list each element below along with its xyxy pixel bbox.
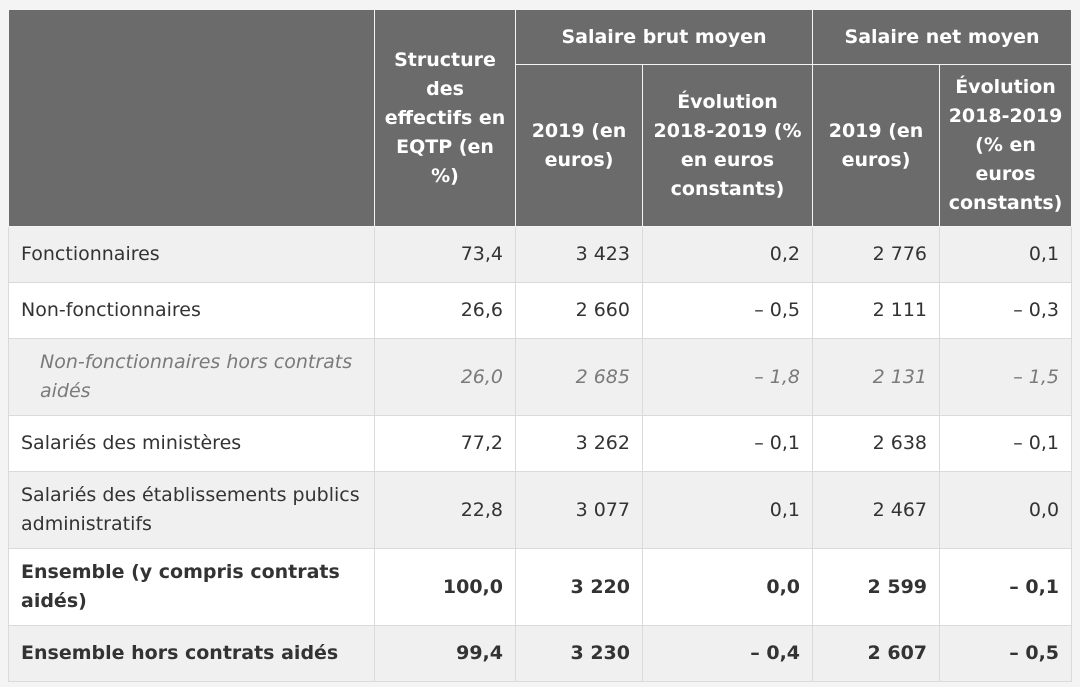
cell-brut-evolution: – 0,4 <box>641 625 814 682</box>
row-label: Fonctionnaires <box>8 226 375 283</box>
cell-brut-2019: 3 220 <box>515 548 643 626</box>
row-label: Ensemble (y compris contrats aidés) <box>8 548 375 626</box>
cell-brut-evolution: – 0,1 <box>641 415 814 472</box>
cell-structure: 22,8 <box>374 471 516 549</box>
cell-brut-evolution: 0,1 <box>641 471 814 549</box>
row-label: Ensemble hors contrats aidés <box>8 625 375 682</box>
table-row: Ensemble hors contrats aidés 99,4 3 230 … <box>8 625 1073 682</box>
header-net-2019: 2019 (en euros) <box>812 64 941 227</box>
table-row: Non-fonctionnaires hors contrats aidés 2… <box>8 338 1073 416</box>
salary-table: Structure des effectifs en EQTP (en %) S… <box>8 9 1073 682</box>
cell-net-evolution: 0,0 <box>939 471 1073 549</box>
cell-net-evolution: – 0,1 <box>939 548 1073 626</box>
header-salaire-brut: Salaire brut moyen <box>514 9 814 65</box>
row-label: Salariés des établissements publics admi… <box>8 471 375 549</box>
cell-net-2019: 2 638 <box>812 415 941 472</box>
cell-structure: 26,0 <box>374 338 516 416</box>
cell-net-2019: 2 776 <box>812 226 941 283</box>
header-brut-2019: 2019 (en euros) <box>515 64 643 227</box>
cell-brut-2019: 3 262 <box>515 415 643 472</box>
table-header: Structure des effectifs en EQTP (en %) S… <box>8 9 1073 227</box>
cell-net-evolution: – 0,1 <box>939 415 1073 472</box>
row-label: Salariés des ministères <box>8 415 375 472</box>
cell-net-evolution: – 0,5 <box>939 625 1073 682</box>
cell-brut-2019: 3 230 <box>515 625 643 682</box>
header-net-evolution: Évolution 2018-2019 (% en euros constant… <box>939 64 1073 227</box>
cell-brut-2019: 3 077 <box>515 471 643 549</box>
cell-net-2019: 2 599 <box>812 548 941 626</box>
header-brut-evolution: Évolution 2018-2019 (% en euros constant… <box>641 64 814 227</box>
cell-structure: 99,4 <box>374 625 516 682</box>
table-row: Non-fonctionnaires 26,6 2 660 – 0,5 2 11… <box>8 282 1073 339</box>
cell-structure: 26,6 <box>374 282 516 339</box>
header-structure: Structure des effectifs en EQTP (en %) <box>374 9 516 227</box>
row-label: Non-fonctionnaires <box>8 282 375 339</box>
cell-net-evolution: – 0,3 <box>939 282 1073 339</box>
cell-net-2019: 2 607 <box>812 625 941 682</box>
table-row: Salariés des ministères 77,2 3 262 – 0,1… <box>8 415 1073 472</box>
cell-net-2019: 2 111 <box>812 282 941 339</box>
table-row: Ensemble (y compris contrats aidés) 100,… <box>8 548 1073 626</box>
cell-brut-evolution: 0,0 <box>641 548 814 626</box>
cell-brut-evolution: – 0,5 <box>641 282 814 339</box>
cell-structure: 100,0 <box>374 548 516 626</box>
table-body: Fonctionnaires 73,4 3 423 0,2 2 776 0,1 … <box>8 226 1073 682</box>
table-row: Fonctionnaires 73,4 3 423 0,2 2 776 0,1 <box>8 226 1073 283</box>
cell-structure: 77,2 <box>374 415 516 472</box>
cell-net-evolution: – 1,5 <box>939 338 1073 416</box>
cell-net-evolution: 0,1 <box>939 226 1073 283</box>
row-label: Non-fonctionnaires hors contrats aidés <box>8 338 375 416</box>
cell-brut-evolution: 0,2 <box>641 226 814 283</box>
header-salaire-net: Salaire net moyen <box>812 9 1073 65</box>
cell-structure: 73,4 <box>374 226 516 283</box>
cell-brut-evolution: – 1,8 <box>641 338 814 416</box>
cell-net-2019: 2 131 <box>812 338 941 416</box>
cell-net-2019: 2 467 <box>812 471 941 549</box>
header-corner <box>8 9 375 227</box>
cell-brut-2019: 2 660 <box>515 282 643 339</box>
cell-brut-2019: 3 423 <box>515 226 643 283</box>
table-row: Salariés des établissements publics admi… <box>8 471 1073 549</box>
cell-brut-2019: 2 685 <box>515 338 643 416</box>
